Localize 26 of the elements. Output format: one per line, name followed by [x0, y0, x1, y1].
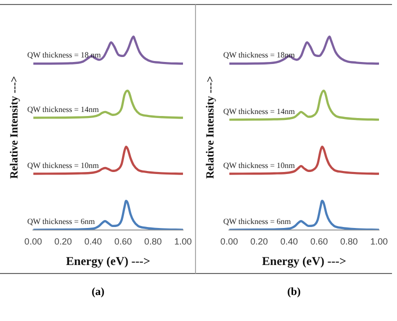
x-tick-label: 0.80	[340, 236, 358, 247]
text: (a)	[90, 286, 106, 298]
series-label: QW thickness = 18 nm	[27, 50, 102, 60]
y-axis-title: Relative Intensity --->	[8, 76, 20, 179]
x-tick-label: 1.00	[370, 236, 388, 247]
x-tick-label: 0.20	[250, 236, 268, 247]
x-tick-label: 0.80	[144, 236, 162, 247]
series-label: QW thickness = 18nm	[223, 50, 296, 60]
x-tick-label: 1.00	[174, 236, 192, 247]
text: (b)	[286, 286, 302, 298]
series-label: QW thickness = 14nm	[223, 106, 296, 116]
series-label: QW thickness = 10nm	[223, 160, 296, 170]
x-axis-title: Energy (eV) --->	[66, 254, 150, 268]
x-tick-label: 0.00	[24, 236, 42, 247]
series-label: QW thickness = 10nm	[27, 160, 100, 170]
series-label: QW thickness = 6nm	[223, 216, 292, 226]
x-tick-label: 0.00	[220, 236, 238, 247]
y-axis-title: Relative Intensity --->	[204, 76, 216, 179]
x-tick-label: 0.40	[280, 236, 298, 247]
x-tick-label: 0.60	[310, 236, 328, 247]
series-label: QW thickness = 6nm	[27, 216, 96, 226]
x-tick-label: 0.20	[54, 236, 72, 247]
x-axis-title: Energy (eV) --->	[262, 254, 346, 268]
x-tick-label: 0.60	[114, 236, 132, 247]
series-label: QW thickness = 14nm	[27, 104, 100, 114]
x-tick-label: 0.40	[84, 236, 102, 247]
